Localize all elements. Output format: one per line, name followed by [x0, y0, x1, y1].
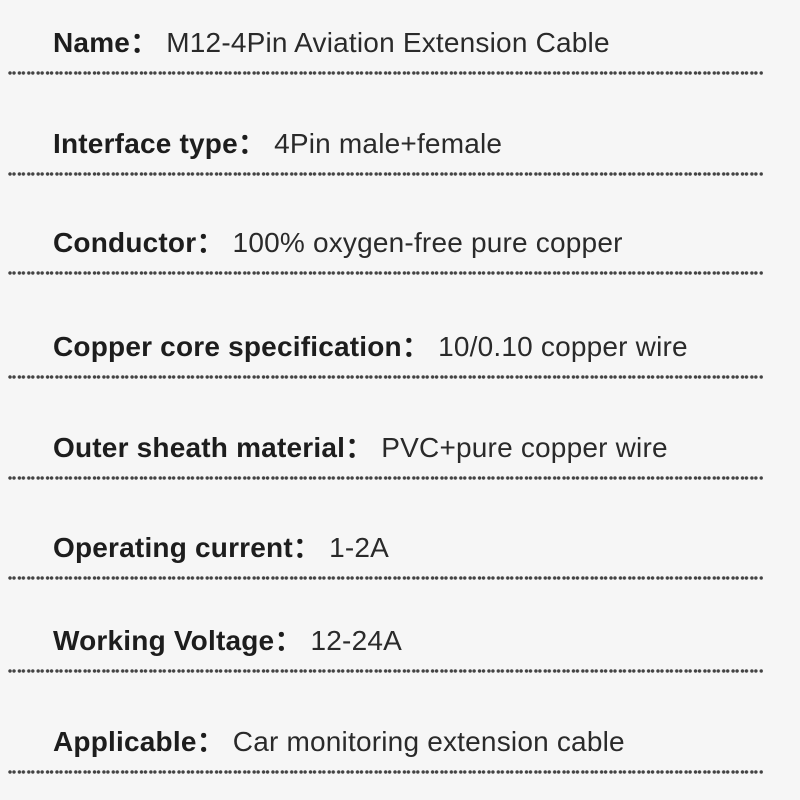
spec-line: Interface type： 4Pin male+female [53, 124, 780, 164]
spec-row: Working Voltage： 12-24A [0, 621, 800, 673]
spec-label: Copper core specification [53, 331, 402, 362]
spec-line: Outer sheath material： PVC+pure copper wi… [53, 428, 780, 468]
spec-colon: ： [196, 227, 225, 258]
spec-row: Name： M12-4Pin Aviation Extension Cable [0, 23, 800, 75]
spec-row: Operating current： 1-2A [0, 528, 800, 580]
spec-value: PVC+pure copper wire [381, 432, 668, 463]
spec-value: 12-24A [310, 625, 403, 656]
dotted-separator [8, 71, 763, 75]
spec-colon: ： [401, 331, 431, 362]
spec-label: Conductor [53, 227, 197, 258]
spec-colon: ： [196, 726, 225, 757]
spec-line: Working Voltage： 12-24A [53, 621, 780, 661]
dotted-separator [8, 172, 763, 176]
dotted-separator [8, 271, 763, 275]
spec-value: 1-2A [329, 532, 390, 563]
spec-label: Operating current [53, 532, 293, 563]
spec-colon: ： [345, 432, 374, 463]
spec-value: 4Pin male+female [274, 128, 503, 159]
spec-colon: ： [237, 128, 267, 159]
dotted-separator [8, 770, 763, 774]
spec-line: Name： M12-4Pin Aviation Extension Cable [53, 23, 780, 63]
dotted-separator [8, 375, 763, 379]
spec-line: Applicable： Car monitoring extension cabl… [53, 722, 780, 762]
spec-label: Working Voltage [53, 625, 275, 656]
dotted-separator [8, 476, 763, 480]
spec-value: M12-4Pin Aviation Extension Cable [166, 27, 610, 58]
spec-row: Conductor： 100% oxygen-free pure copper [0, 223, 800, 275]
spec-row: Copper core specification： 10/0.10 copper… [0, 327, 800, 379]
spec-colon: ： [274, 625, 303, 656]
spec-value: Car monitoring extension cable [232, 726, 625, 757]
spec-colon: ： [130, 27, 159, 58]
spec-colon: ： [292, 532, 322, 563]
spec-label: Name [53, 27, 131, 58]
spec-value: 100% oxygen-free pure copper [232, 227, 623, 258]
spec-row: Outer sheath material： PVC+pure copper wi… [0, 428, 800, 480]
spec-row: Interface type： 4Pin male+female [0, 124, 800, 176]
spec-row: Applicable： Car monitoring extension cabl… [0, 722, 800, 774]
spec-label: Outer sheath material [53, 432, 346, 463]
dotted-separator [8, 669, 763, 673]
dotted-separator [8, 576, 763, 580]
spec-label: Applicable [53, 726, 197, 757]
spec-value: 10/0.10 copper wire [438, 331, 688, 362]
spec-label: Interface type [53, 128, 238, 159]
spec-line: Conductor： 100% oxygen-free pure copper [53, 223, 780, 263]
spec-line: Operating current： 1-2A [53, 528, 780, 568]
spec-line: Copper core specification： 10/0.10 copper… [53, 327, 780, 367]
